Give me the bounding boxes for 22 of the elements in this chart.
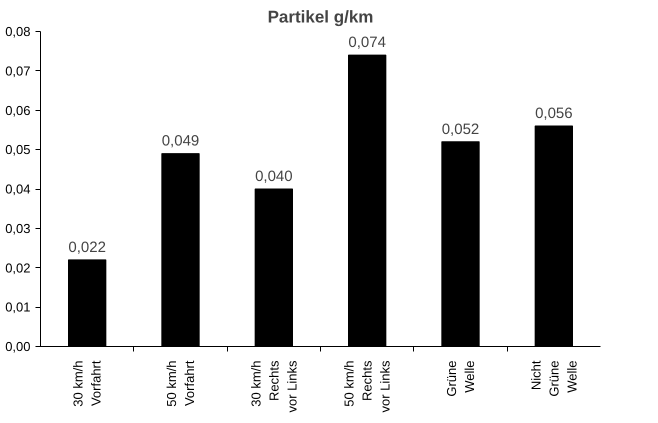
y-tick-label: 0,07 [5, 63, 31, 78]
x-tick-label: Grüne Welle [444, 360, 477, 397]
x-tick-label: 50 km/h Vorfahrt [164, 360, 197, 407]
y-tick-label: 0,03 [5, 220, 31, 236]
data-label: 0,074 [348, 34, 386, 52]
y-tick-label: 0,05 [5, 142, 31, 158]
x-tick-label: 50 km/h Rechts vor Links [342, 360, 393, 413]
data-label: 0,022 [68, 238, 106, 256]
y-tick-label: 0,08 [5, 24, 31, 39]
x-tick-label: Nicht Grüne Welle [528, 360, 580, 397]
data-label: 0,056 [535, 105, 573, 122]
y-tick-label: 0,04 [5, 182, 31, 196]
data-label: 0,049 [162, 132, 200, 150]
y-tick-label: 0,01 [5, 300, 31, 315]
data-label: 0,052 [442, 120, 480, 138]
data-label: 0,040 [255, 168, 293, 185]
y-tick-label: 0,00 [5, 339, 31, 354]
x-tick-label: 30 km/h Rechts vor Links [248, 360, 300, 413]
x-tick-label: 30 km/h Vorfahrt [70, 360, 104, 407]
y-tick-label: 0,02 [5, 260, 31, 276]
chart-title: Partikel g/km [268, 8, 374, 26]
y-tick-label: 0,06 [5, 102, 31, 118]
